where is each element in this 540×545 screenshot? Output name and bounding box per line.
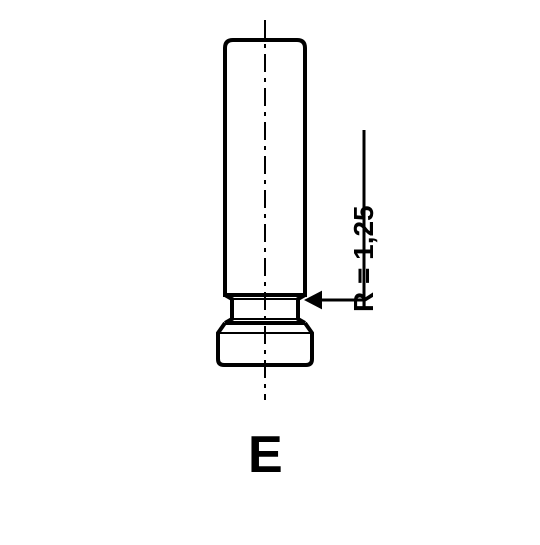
label-e: E [248,425,283,485]
label-r: R = 1,25 [348,205,380,312]
